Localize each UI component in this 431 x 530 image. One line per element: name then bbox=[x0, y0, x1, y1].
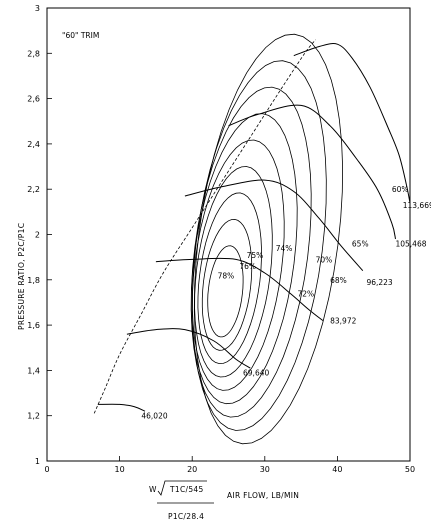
y-tick-label: 2,4 bbox=[27, 140, 40, 149]
formula-sqrt-sign bbox=[157, 480, 207, 496]
speed-label: 46,020 bbox=[141, 412, 167, 421]
speed-label: 69,640 bbox=[243, 369, 269, 378]
speed-line bbox=[228, 104, 396, 240]
y-axis-label: PRESSURE RATIO, P2C/P1C bbox=[17, 223, 26, 330]
efficiency-contour bbox=[194, 166, 273, 378]
efficiency-contour bbox=[190, 113, 298, 405]
efficiency-label: 60% bbox=[392, 185, 409, 194]
speed-line bbox=[126, 328, 251, 369]
speed-lines bbox=[97, 43, 411, 412]
speed-label: 105,468 bbox=[395, 240, 426, 249]
efficiency-contour bbox=[201, 218, 253, 351]
speed-line bbox=[293, 43, 411, 203]
formula-radicand: T1C/545 bbox=[169, 485, 204, 494]
efficiency-contour bbox=[191, 60, 327, 431]
y-tick-label: 2 bbox=[35, 231, 40, 240]
speed-line bbox=[184, 179, 364, 272]
y-tick-label: 2,8 bbox=[27, 49, 40, 58]
efficiency-label: 70% bbox=[316, 255, 333, 264]
efficiency-label: 76% bbox=[239, 262, 256, 271]
x-axis-formula: W T1C/545 P1C/28.4 bbox=[149, 480, 214, 521]
efficiency-label: 72% bbox=[297, 289, 314, 298]
y-tick-label: 1,8 bbox=[27, 276, 40, 285]
y-tick-label: 1,2 bbox=[27, 412, 40, 421]
trim-label: "60" TRIM bbox=[62, 31, 99, 40]
speed-label: 83,972 bbox=[330, 317, 356, 326]
efficiency-label: 65% bbox=[352, 240, 369, 249]
efficiency-islands bbox=[190, 33, 344, 445]
speed-line bbox=[155, 257, 324, 321]
formula-w: W bbox=[149, 485, 157, 494]
efficiency-label: 74% bbox=[276, 244, 293, 253]
efficiency-label: 75% bbox=[247, 251, 264, 260]
speed-line bbox=[97, 403, 146, 412]
y-tick-label: 1,4 bbox=[27, 366, 40, 375]
y-tick-label: 2,6 bbox=[27, 95, 40, 104]
y-tick-label: 1 bbox=[35, 457, 40, 466]
y-tick-label: 2,2 bbox=[27, 185, 40, 194]
efficiency-contour bbox=[197, 192, 262, 365]
x-axis-ticks: 0 10 20 30 40 50 bbox=[44, 456, 415, 474]
x-tick-label: 50 bbox=[405, 465, 415, 474]
efficiency-labels: 78% 76% 75% 74% 72% 70% 68% 65% 60% bbox=[218, 185, 409, 298]
efficiency-contour bbox=[193, 33, 344, 445]
efficiency-label: 78% bbox=[218, 271, 235, 280]
surge-line bbox=[93, 39, 316, 414]
speed-label: 113,669 bbox=[403, 201, 431, 210]
efficiency-contour bbox=[191, 139, 285, 391]
speed-labels: 46,020 69,640 83,972 96,223 105,468 113,669 bbox=[141, 201, 431, 421]
speed-label: 96,223 bbox=[366, 278, 392, 287]
x-tick-label: 20 bbox=[187, 465, 197, 474]
efficiency-label: 68% bbox=[330, 276, 347, 285]
x-tick-label: 0 bbox=[44, 465, 49, 474]
formula-denominator: P1C/28.4 bbox=[168, 512, 204, 521]
y-tick-label: 3 bbox=[35, 4, 40, 13]
x-tick-label: 40 bbox=[332, 465, 342, 474]
y-axis-ticks: 1 1,2 1,4 1,6 1,8 2 2,2 2,4 2,6 2,8 3 bbox=[27, 4, 52, 466]
y-tick-label: 1,6 bbox=[27, 321, 40, 330]
x-tick-label: 10 bbox=[115, 465, 125, 474]
x-tick-label: 30 bbox=[260, 465, 270, 474]
x-axis-label: AIR FLOW, LB/MIN bbox=[227, 491, 299, 500]
